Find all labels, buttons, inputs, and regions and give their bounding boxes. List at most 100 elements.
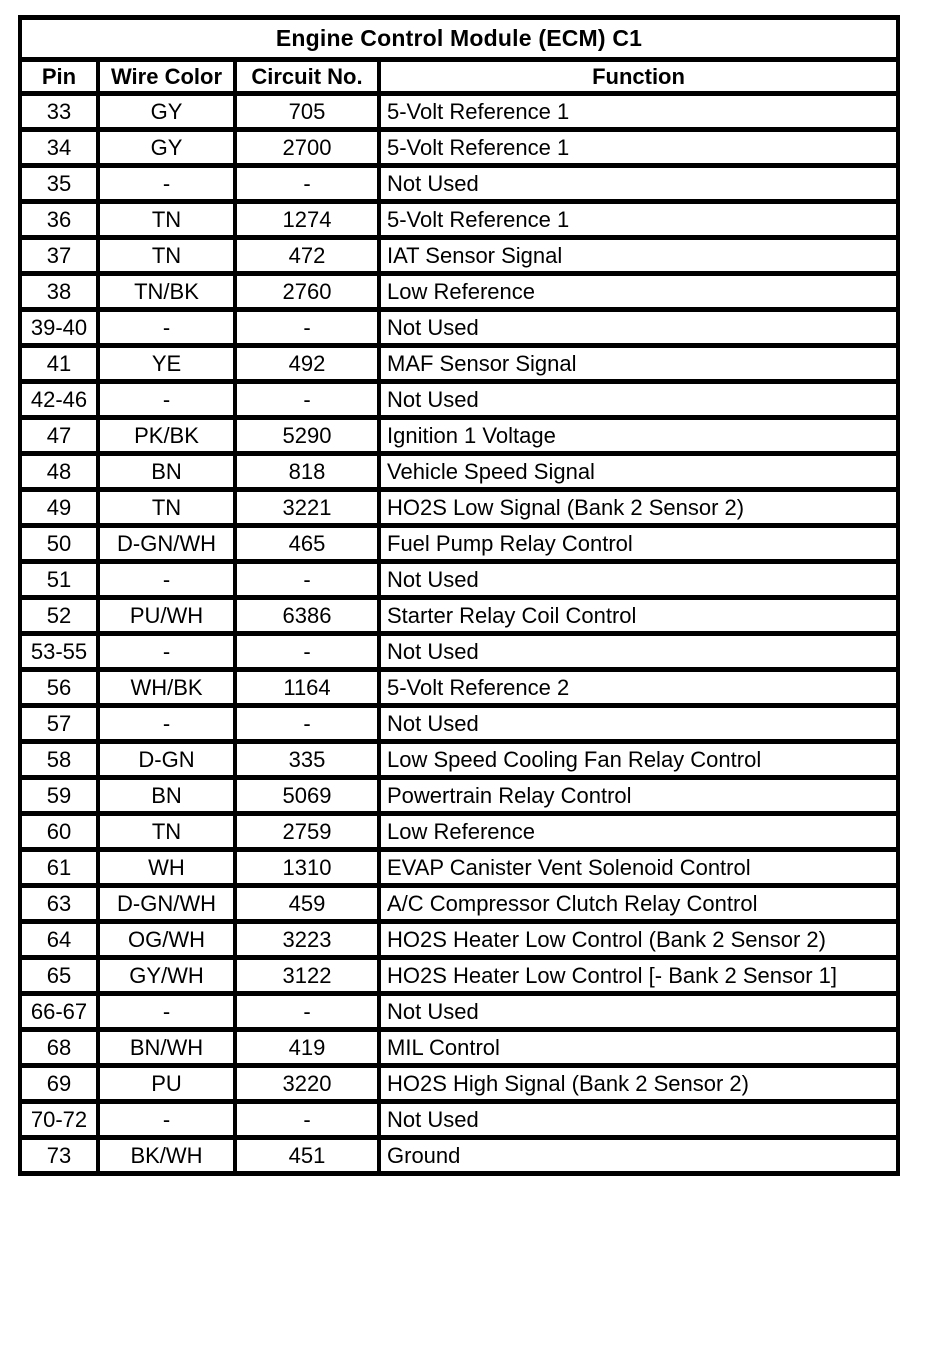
wire-color-cell: - <box>96 379 237 420</box>
table-row: 56 WH/BK 1164 5-Volt Reference 2 <box>18 667 900 708</box>
circuit-no-cell: 3220 <box>233 1063 381 1104</box>
pin-cell: 49 <box>18 487 100 528</box>
function-cell: 5-Volt Reference 1 <box>377 91 900 132</box>
pin-cell: 35 <box>18 163 100 204</box>
table-body: 33 GY 705 5-Volt Reference 1 34 GY 2700 … <box>18 91 900 1176</box>
table-row: 51 - - Not Used <box>18 559 900 600</box>
wire-color-cell: - <box>96 703 237 744</box>
function-cell: Ground <box>377 1135 900 1176</box>
pin-cell: 61 <box>18 847 100 888</box>
wire-color-cell: OG/WH <box>96 919 237 960</box>
circuit-no-cell: 335 <box>233 739 381 780</box>
function-cell: Ignition 1 Voltage <box>377 415 900 456</box>
table-row: 38 TN/BK 2760 Low Reference <box>18 271 900 312</box>
wire-color-cell: TN <box>96 235 237 276</box>
table-row: 66-67 - - Not Used <box>18 991 900 1032</box>
wire-color-cell: TN <box>96 199 237 240</box>
column-header-circuit-no: Circuit No. <box>233 57 381 96</box>
table-row: 48 BN 818 Vehicle Speed Signal <box>18 451 900 492</box>
circuit-no-cell: 3122 <box>233 955 381 996</box>
pin-cell: 56 <box>18 667 100 708</box>
wire-color-cell: BN <box>96 451 237 492</box>
wire-color-cell: - <box>96 631 237 672</box>
pin-cell: 52 <box>18 595 100 636</box>
ecm-c1-pinout-table: Engine Control Module (ECM) C1 Pin Wire … <box>18 15 900 1176</box>
table-row: 60 TN 2759 Low Reference <box>18 811 900 852</box>
pin-cell: 33 <box>18 91 100 132</box>
function-cell: HO2S Low Signal (Bank 2 Sensor 2) <box>377 487 900 528</box>
circuit-no-cell: 459 <box>233 883 381 924</box>
circuit-no-cell: 818 <box>233 451 381 492</box>
pin-cell: 53-55 <box>18 631 100 672</box>
function-cell: Low Reference <box>377 811 900 852</box>
table-row: 52 PU/WH 6386 Starter Relay Coil Control <box>18 595 900 636</box>
table-row: 39-40 - - Not Used <box>18 307 900 348</box>
pin-cell: 68 <box>18 1027 100 1068</box>
pin-cell: 37 <box>18 235 100 276</box>
pin-cell: 47 <box>18 415 100 456</box>
wire-color-cell: TN <box>96 811 237 852</box>
table-row: 53-55 - - Not Used <box>18 631 900 672</box>
circuit-no-cell: 465 <box>233 523 381 564</box>
table-row: 59 BN 5069 Powertrain Relay Control <box>18 775 900 816</box>
column-header-pin: Pin <box>18 57 100 96</box>
circuit-no-cell: 1274 <box>233 199 381 240</box>
function-cell: Not Used <box>377 307 900 348</box>
wire-color-cell: GY <box>96 91 237 132</box>
function-cell: MAF Sensor Signal <box>377 343 900 384</box>
function-cell: Not Used <box>377 379 900 420</box>
function-cell: Vehicle Speed Signal <box>377 451 900 492</box>
wire-color-cell: - <box>96 1099 237 1140</box>
wire-color-cell: WH <box>96 847 237 888</box>
function-cell: 5-Volt Reference 1 <box>377 199 900 240</box>
function-cell: A/C Compressor Clutch Relay Control <box>377 883 900 924</box>
function-cell: HO2S Heater Low Control [- Bank 2 Sensor… <box>377 955 900 996</box>
function-cell: Not Used <box>377 559 900 600</box>
wire-color-cell: TN/BK <box>96 271 237 312</box>
circuit-no-cell: - <box>233 379 381 420</box>
wire-color-cell: BN <box>96 775 237 816</box>
pin-cell: 58 <box>18 739 100 780</box>
function-cell: Not Used <box>377 631 900 672</box>
pin-cell: 63 <box>18 883 100 924</box>
table-row: 42-46 - - Not Used <box>18 379 900 420</box>
wire-color-cell: TN <box>96 487 237 528</box>
column-header-function: Function <box>377 57 900 96</box>
circuit-no-cell: 2760 <box>233 271 381 312</box>
table-row: 58 D-GN 335 Low Speed Cooling Fan Relay … <box>18 739 900 780</box>
circuit-no-cell: 3221 <box>233 487 381 528</box>
table-row: 50 D-GN/WH 465 Fuel Pump Relay Control <box>18 523 900 564</box>
table-row: 65 GY/WH 3122 HO2S Heater Low Control [-… <box>18 955 900 996</box>
function-cell: Low Reference <box>377 271 900 312</box>
table-row: 35 - - Not Used <box>18 163 900 204</box>
wire-color-cell: D-GN/WH <box>96 523 237 564</box>
pin-cell: 69 <box>18 1063 100 1104</box>
pin-cell: 48 <box>18 451 100 492</box>
function-cell: Not Used <box>377 1099 900 1140</box>
function-cell: EVAP Canister Vent Solenoid Control <box>377 847 900 888</box>
circuit-no-cell: - <box>233 1099 381 1140</box>
wire-color-cell: GY/WH <box>96 955 237 996</box>
table-row: 41 YE 492 MAF Sensor Signal <box>18 343 900 384</box>
table-row: 34 GY 2700 5-Volt Reference 1 <box>18 127 900 168</box>
pin-cell: 39-40 <box>18 307 100 348</box>
table-row: 36 TN 1274 5-Volt Reference 1 <box>18 199 900 240</box>
circuit-no-cell: - <box>233 991 381 1032</box>
pin-cell: 51 <box>18 559 100 600</box>
circuit-no-cell: - <box>233 631 381 672</box>
function-cell: Starter Relay Coil Control <box>377 595 900 636</box>
table-row: 63 D-GN/WH 459 A/C Compressor Clutch Rel… <box>18 883 900 924</box>
wire-color-cell: D-GN <box>96 739 237 780</box>
column-header-row: Pin Wire Color Circuit No. Function <box>18 57 900 96</box>
pin-cell: 64 <box>18 919 100 960</box>
function-cell: 5-Volt Reference 1 <box>377 127 900 168</box>
wire-color-cell: - <box>96 559 237 600</box>
table-row: 69 PU 3220 HO2S High Signal (Bank 2 Sens… <box>18 1063 900 1104</box>
wire-color-cell: - <box>96 991 237 1032</box>
pin-cell: 57 <box>18 703 100 744</box>
wire-color-cell: PU/WH <box>96 595 237 636</box>
circuit-no-cell: 419 <box>233 1027 381 1068</box>
table-row: 47 PK/BK 5290 Ignition 1 Voltage <box>18 415 900 456</box>
wire-color-cell: YE <box>96 343 237 384</box>
circuit-no-cell: 5290 <box>233 415 381 456</box>
